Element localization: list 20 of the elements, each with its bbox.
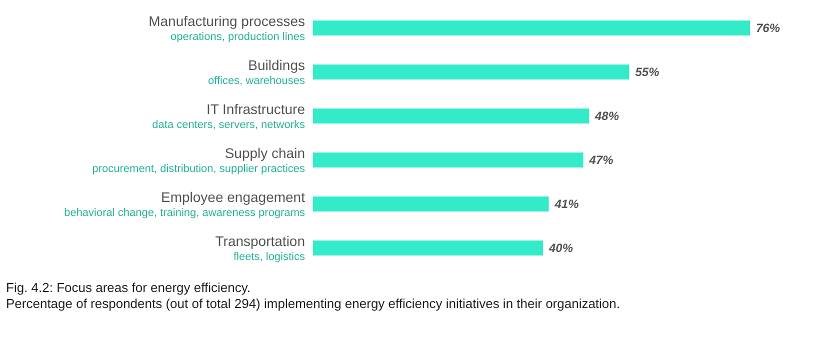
- bar: [313, 108, 589, 124]
- data-label: 55%: [635, 65, 660, 79]
- bar: [313, 240, 543, 256]
- bar: [313, 196, 549, 212]
- bar: [313, 20, 750, 36]
- category-label: Employee engagement behavioral change, training, awareness programs: [64, 189, 305, 219]
- text: Fig. 4.2: Focus areas for energy efficiency.: [6, 280, 250, 295]
- data-label: 41%: [554, 197, 580, 211]
- category-label: Supply chain procurement, distribution, supplier practices: [92, 145, 305, 175]
- category-label: Buildings offices, warehouses: [208, 57, 305, 87]
- data-label: 76%: [756, 21, 780, 35]
- bar: [313, 64, 630, 80]
- category-label: IT Infrastructure data centers, servers, networks: [152, 101, 305, 131]
- data-label: 47%: [588, 153, 614, 167]
- data-label: 40%: [548, 241, 574, 255]
- data-label: 48%: [594, 109, 620, 123]
- category-label: Transportation fleets, logistics: [215, 233, 305, 263]
- category-label: Manufacturing processes operations, production lines: [148, 13, 305, 43]
- text: Percentage of respondents (out of total 294) implementing energy efficiency initiatives in their organization.: [6, 296, 620, 311]
- bar: [313, 152, 584, 168]
